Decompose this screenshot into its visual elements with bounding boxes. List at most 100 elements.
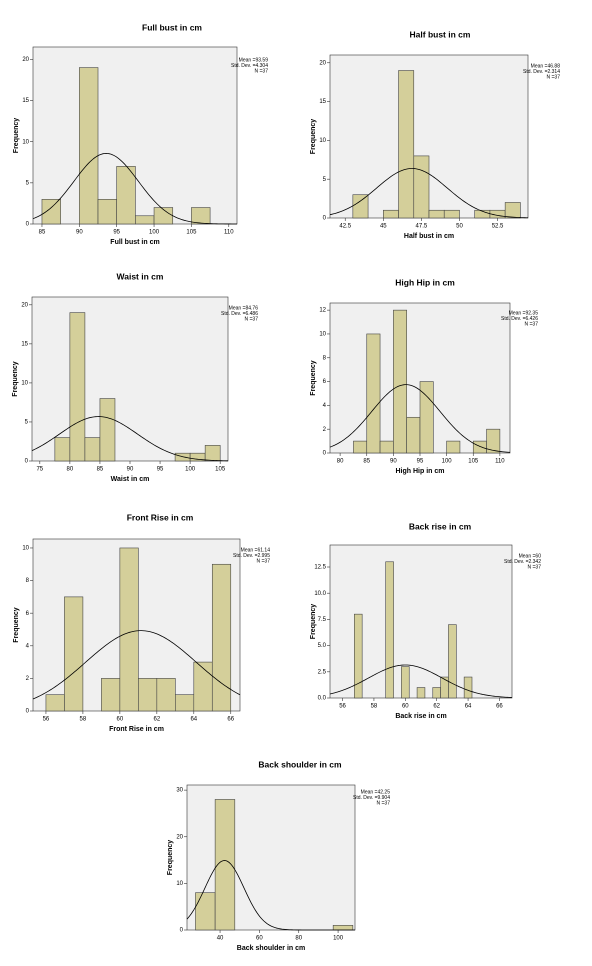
y-tick-label: 15 (22, 98, 29, 104)
x-axis-label: Back rise in cm (395, 713, 446, 720)
x-tick-label: 105 (468, 459, 479, 465)
histogram: Front Rise in cm 0 2 4 6 8 10 56 58 60 62 64 66 Front… (13, 512, 270, 733)
bar (116, 166, 136, 225)
x-tick-label: 60 (256, 936, 263, 942)
bar (448, 624, 457, 699)
x-tick-label: 80 (67, 467, 74, 473)
bar (214, 799, 236, 931)
y-axis-label: Frequency (310, 119, 317, 155)
x-tick-label: 66 (227, 717, 234, 723)
x-tick-label: 95 (417, 459, 424, 465)
y-tick-label: 10 (22, 139, 29, 145)
y-tick-label: 10 (176, 881, 183, 887)
y-tick-label: 8 (323, 355, 327, 361)
x-tick-label: 42.5 (339, 224, 351, 230)
bar (366, 333, 381, 454)
x-axis-label: Half bust in cm (404, 233, 454, 240)
x-tick-label: 40 (217, 936, 224, 942)
stat-label: N =37 (525, 321, 539, 327)
chart-title: High Hip in cm (395, 277, 455, 287)
bar (504, 202, 521, 219)
bar (401, 666, 410, 699)
y-tick-label: 12.5 (314, 565, 326, 571)
y-tick-label: 8 (26, 578, 30, 584)
x-tick-label: 64 (465, 704, 472, 710)
normal-curve (329, 664, 513, 698)
y-tick-label: 12 (319, 308, 326, 314)
stat-label: Mean =46.88 (531, 63, 561, 69)
bar (393, 309, 407, 454)
y-tick-label: 0 (26, 222, 30, 228)
bar (432, 687, 441, 699)
y-tick-label: 0.0 (318, 696, 327, 702)
y-tick-label: 4 (26, 643, 30, 649)
chart-title: Half bust in cm (410, 29, 471, 39)
stat-label: Std. Dev. =6.426 (501, 316, 538, 322)
x-tick-label: 95 (157, 467, 164, 473)
y-tick-label: 10 (21, 380, 28, 386)
x-tick-label: 58 (371, 704, 378, 710)
x-tick-label: 95 (113, 230, 120, 236)
bar (101, 678, 121, 712)
normal-curve (329, 168, 529, 219)
x-tick-label: 110 (224, 230, 234, 236)
stat-label: N =37 (257, 558, 271, 564)
y-tick-label: 20 (22, 57, 29, 63)
bar (204, 445, 221, 462)
bar (472, 440, 487, 454)
normal-curve (32, 153, 237, 225)
x-tick-label: 100 (185, 467, 196, 473)
y-tick-label: 0 (180, 928, 184, 934)
stat-label: Std. Dev. =9.904 (353, 795, 390, 801)
y-tick-label: 5.0 (318, 643, 327, 649)
histogram: Back shoulder in cm 0 10 20 30 40 60 80 100 Back … (167, 759, 390, 952)
y-tick-label: 20 (319, 60, 326, 66)
stat-label: N =37 (245, 316, 259, 322)
x-tick-label: 100 (442, 459, 453, 465)
histogram: Full bust in cm 0 5 10 15 20 85 90 95 100 105 110 Fu… (13, 22, 268, 246)
bar (354, 613, 363, 699)
x-tick-label: 56 (339, 704, 346, 710)
y-tick-label: 0 (323, 216, 327, 222)
y-tick-label: 10 (319, 332, 326, 338)
x-tick-label: 56 (43, 717, 50, 723)
stat-label: Mean =61.14 (241, 547, 271, 553)
bar (45, 694, 65, 712)
x-tick-label: 90 (127, 467, 134, 473)
bar (416, 687, 426, 699)
y-tick-label: 4 (323, 403, 327, 409)
y-axis-label: Frequency (13, 607, 20, 643)
y-tick-label: 2.5 (318, 669, 327, 675)
x-tick-label: 100 (149, 230, 160, 236)
y-tick-label: 0 (25, 459, 29, 465)
bar (446, 440, 461, 454)
y-tick-label: 6 (26, 611, 30, 617)
bar (138, 678, 158, 712)
bar (174, 452, 191, 462)
bar (486, 428, 501, 454)
bar (99, 398, 116, 462)
x-tick-label: 85 (363, 459, 370, 465)
x-tick-label: 80 (337, 459, 344, 465)
x-tick-label: 50 (456, 224, 463, 230)
y-tick-label: 5 (25, 420, 29, 426)
bar (211, 563, 232, 712)
histogram: High Hip in cm 0 2 4 6 8 10 12 80 85 90 95 100 105 110… (310, 277, 538, 475)
bar (385, 561, 394, 699)
x-tick-label: 58 (80, 717, 87, 723)
y-axis-label: Frequency (13, 118, 20, 154)
stat-label: Std. Dev. =6.486 (221, 311, 258, 317)
stat-label: Std. Dev. =2.314 (523, 69, 560, 75)
x-axis-label: Back shoulder in cm (237, 945, 305, 952)
y-tick-label: 15 (21, 341, 28, 347)
x-tick-label: 60 (117, 717, 124, 723)
bar (54, 437, 71, 462)
y-tick-label: 20 (21, 302, 28, 308)
x-axis-label: High Hip in cm (396, 468, 445, 475)
x-tick-label: 75 (36, 467, 43, 473)
y-axis-label: Frequency (310, 360, 317, 396)
x-tick-label: 45 (380, 224, 387, 230)
histogram: Half bust in cm 0 5 10 15 20 42.5 45 47.5 50 52.5 H… (310, 29, 560, 240)
y-tick-label: 2 (323, 427, 327, 433)
